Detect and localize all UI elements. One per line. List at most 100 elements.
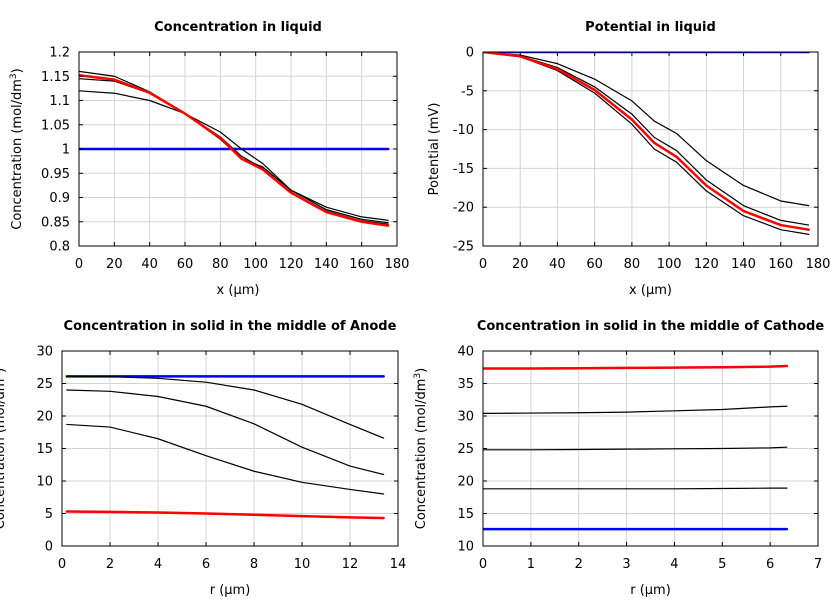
x-tick-label: 0: [479, 257, 487, 272]
x-axis-label: x (µm): [629, 283, 672, 298]
y-tick-label: 1: [62, 143, 70, 158]
y-tick-label: 15: [457, 507, 474, 522]
y-tick-label: -20: [453, 201, 474, 216]
x-tick-label: 8: [250, 557, 258, 572]
series-group: [79, 70, 390, 227]
x-tick-label: 10: [294, 557, 311, 572]
y-tick-label: 30: [457, 410, 474, 425]
y-tick-label: -10: [453, 123, 474, 138]
y-tick-label: 15: [36, 442, 53, 457]
series-line-curve-2: [483, 52, 810, 226]
chart-title: Concentration in solid in the middle of …: [64, 319, 397, 334]
series-line-curve-1: [66, 375, 385, 439]
x-tick-label: 3: [622, 557, 630, 572]
x-axis-label: x (µm): [217, 283, 260, 298]
series-line-curve-1: [79, 90, 389, 221]
x-tick-label: 0: [58, 557, 66, 572]
x-tick-label: 140: [314, 257, 339, 272]
x-axis-label: r (µm): [210, 583, 251, 598]
x-tick-label: 1: [527, 557, 535, 572]
chart-potential-in-liquid: 0 20 40 60 80 100 120 140 160 180 -25 -20 -15 -10 -5 0 P…: [427, 20, 830, 298]
y-axis-label-superscript: 3: [9, 73, 19, 79]
y-tick-label: -5: [461, 84, 474, 99]
y-tick-label: 1.1: [49, 94, 70, 109]
y-axis-label-superscript: 3: [0, 373, 2, 379]
y-tick-label: 40: [457, 345, 474, 360]
y-axis-label: Concentration (mol/dm3): [9, 68, 25, 230]
x-axis-label: r (µm): [630, 583, 671, 598]
y-axis-label-superscript: 3: [413, 373, 423, 379]
x-tick-label: 5: [718, 557, 726, 572]
y-axis-label-text: Potential (mV): [427, 103, 442, 196]
x-tick-label: 60: [586, 257, 603, 272]
series-line-final: [483, 364, 789, 370]
series-line-curve-2: [79, 70, 389, 224]
y-tick-label: 0.85: [41, 215, 70, 230]
y-tick-label: 0: [466, 46, 474, 61]
y-tick-label: 0.8: [49, 240, 70, 255]
x-tick-label: 6: [766, 557, 774, 572]
y-tick-label: 25: [457, 442, 474, 457]
y-tick-label: 1.05: [41, 118, 70, 133]
series-line-curve-1: [483, 52, 810, 207]
y-axis-label: Concentration (mol/dm3): [413, 368, 429, 530]
y-axis-label: Potential (mV): [427, 103, 442, 196]
x-tick-label: 20: [512, 257, 529, 272]
series-line-curve-3: [483, 405, 788, 414]
x-tick-label: 80: [624, 257, 641, 272]
x-tick-label: 2: [106, 557, 114, 572]
y-tick-label: 25: [36, 377, 53, 392]
series-group: [65, 375, 385, 520]
series-line-curve-2: [66, 389, 385, 476]
series-line-curve-1: [483, 487, 788, 490]
series-line-final: [483, 52, 810, 231]
x-tick-label: 60: [177, 257, 194, 272]
x-tick-label: 14: [390, 557, 407, 572]
chart-title: Concentration in solid in the middle of …: [477, 319, 825, 334]
y-tick-label: 0: [45, 540, 53, 555]
x-tick-label: 80: [212, 257, 229, 272]
chart-title: Concentration in liquid: [154, 20, 322, 35]
series-line-final: [65, 510, 385, 520]
y-axis-label: Concentration (mol/dm3): [0, 368, 8, 530]
series-line-curve-3: [66, 423, 385, 495]
y-axis-label-end: ): [10, 68, 25, 73]
x-tick-label: 100: [243, 257, 268, 272]
y-tick-label: -15: [453, 162, 474, 177]
y-tick-label: 1.2: [49, 46, 70, 61]
y-tick-label: 0.95: [41, 167, 70, 182]
y-tick-label: 1.15: [41, 70, 70, 85]
plot-frame: [482, 51, 819, 247]
y-tick-label: 0.9: [49, 191, 70, 206]
x-tick-label: 120: [694, 257, 719, 272]
x-tick-label: 40: [141, 257, 158, 272]
x-tick-label: 100: [657, 257, 682, 272]
y-tick-label: -25: [453, 240, 474, 255]
x-tick-label: 7: [814, 557, 822, 572]
x-tick-label: 12: [342, 557, 359, 572]
x-tick-label: 0: [75, 257, 83, 272]
series-line-curve-2: [483, 446, 788, 451]
y-axis-label-text: Concentration (mol/dm: [414, 379, 429, 530]
series-group: [483, 52, 810, 235]
y-tick-label: 5: [45, 507, 53, 522]
y-axis-label-text: Concentration (mol/dm: [0, 379, 8, 530]
grid: [482, 51, 819, 247]
y-tick-label: 10: [457, 540, 474, 555]
y-tick-label: 20: [457, 475, 474, 490]
chart-title: Potential in liquid: [585, 20, 716, 35]
x-tick-label: 4: [670, 557, 678, 572]
y-tick-label: 30: [36, 345, 53, 360]
x-tick-label: 2: [575, 557, 583, 572]
chart-concentration-in-liquid: 0 20 40 60 80 100 120 140 160 180 0.8 0.85 0.9 0.95 1 1…: [9, 20, 409, 298]
y-tick-label: 20: [36, 410, 53, 425]
y-tick-label: 35: [457, 377, 474, 392]
x-tick-label: 40: [549, 257, 566, 272]
x-tick-label: 160: [349, 257, 374, 272]
chart-concentration-solid-anode: 0 2 4 6 8 10 12 14 0 5 10 15 20 25 30 Concentration in …: [0, 319, 406, 598]
y-tick-label: 10: [36, 475, 53, 490]
y-axis-label-end: ): [414, 368, 429, 373]
x-tick-label: 140: [731, 257, 756, 272]
